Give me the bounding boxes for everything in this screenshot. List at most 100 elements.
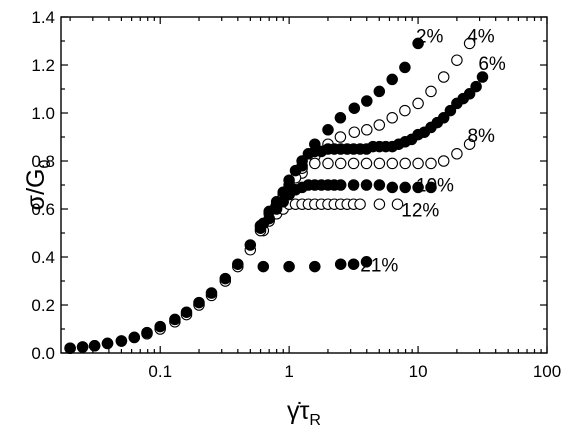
data-point: [476, 71, 489, 83]
data-point: [154, 320, 166, 333]
data-point: [244, 239, 257, 251]
y-tick-label: 0.6: [31, 200, 55, 219]
data-point: [219, 272, 232, 285]
data-point: [347, 157, 360, 170]
data-point: [412, 157, 424, 170]
y-tick-label: 1.4: [31, 8, 55, 27]
data-point: [289, 164, 302, 177]
data-point: [399, 61, 411, 74]
data-point: [254, 222, 267, 234]
x-tick-label: 10: [409, 362, 428, 381]
series-label: 8%: [467, 126, 495, 147]
series-label: 2%: [416, 26, 444, 47]
data-point: [444, 104, 457, 117]
data-point: [373, 85, 386, 98]
data-point: [373, 179, 386, 191]
data-point: [64, 342, 76, 354]
x-axis-title: γ̇τR: [287, 397, 321, 429]
data-point: [451, 148, 463, 160]
data-point: [386, 73, 398, 86]
data-point: [263, 212, 275, 225]
data-point: [348, 126, 361, 138]
data-point: [463, 37, 476, 50]
data-point: [205, 287, 218, 299]
data-point: [283, 260, 295, 273]
data-point: [412, 181, 424, 194]
data-point: [309, 260, 321, 273]
data-point: [180, 306, 193, 318]
data-point: [437, 112, 450, 124]
data-point: [322, 124, 334, 136]
series-label: 12%: [401, 200, 439, 221]
data-point: [101, 337, 114, 350]
axis-ticks: [61, 16, 548, 354]
data-point: [334, 131, 347, 143]
data-point: [373, 119, 386, 131]
axis-tick-labels: 0.1 1 10 100 0.0 0.2 0.4 0.6 0.8 1.0 1.2 1.4: [31, 8, 561, 381]
data-point: [309, 157, 321, 170]
data-point: [470, 80, 482, 93]
y-axis-title: σ/G0: [22, 160, 54, 211]
y-tick-label: 0.4: [31, 248, 55, 267]
data-point: [334, 112, 347, 124]
data-point: [399, 157, 411, 170]
data-point: [232, 258, 244, 270]
y-tick-label: 1.0: [31, 104, 55, 123]
data-point: [399, 104, 411, 117]
data-point: [425, 157, 437, 170]
data-point: [347, 179, 360, 191]
x-tick-label: 1: [284, 362, 293, 381]
data-point: [412, 37, 424, 50]
series-label: 21%: [360, 255, 398, 276]
data-point: [354, 198, 366, 210]
series-label: 10%: [416, 175, 454, 196]
data-point: [373, 198, 386, 210]
data-point: [322, 157, 334, 170]
data-point: [386, 181, 399, 194]
data-point: [283, 174, 295, 186]
data-point: [348, 102, 361, 114]
series-label: 6%: [478, 54, 506, 75]
data-point: [360, 256, 373, 268]
data-markers: [64, 37, 489, 354]
data-point: [412, 97, 424, 110]
data-point: [361, 124, 373, 136]
data-point: [425, 181, 437, 194]
x-tick-label: 0.1: [148, 362, 172, 381]
data-point: [169, 313, 181, 326]
y-tick-label: 0.0: [31, 344, 55, 363]
data-point: [386, 157, 399, 170]
data-point: [399, 181, 411, 194]
data-point: [128, 331, 141, 344]
data-point: [334, 258, 347, 270]
data-point: [334, 179, 347, 191]
data-point: [347, 258, 360, 270]
data-point: [296, 155, 308, 167]
data-point: [88, 340, 101, 352]
data-point: [437, 71, 450, 83]
x-tick-label: 100: [533, 362, 561, 381]
data-point: [386, 112, 398, 124]
series-label: 4%: [467, 26, 495, 47]
data-point: [76, 341, 89, 353]
data-point: [360, 179, 373, 191]
data-point: [451, 54, 463, 66]
data-point: [270, 203, 283, 215]
y-tick-label: 0.8: [31, 152, 55, 171]
data-point: [425, 85, 437, 98]
y-tick-label: 0.2: [31, 296, 55, 315]
y-tick-label: 1.2: [31, 56, 55, 75]
data-point: [257, 260, 270, 273]
data-point: [373, 157, 386, 170]
data-point: [437, 155, 450, 167]
data-point: [360, 157, 373, 170]
data-point: [141, 326, 153, 339]
data-point: [463, 88, 476, 100]
data-point: [115, 335, 128, 347]
data-point: [334, 157, 347, 170]
data-point: [361, 95, 373, 107]
series-labels: 2% 4% 6% 8% 10% 12% 21%: [360, 26, 506, 276]
data-point: [463, 138, 476, 150]
data-point: [391, 198, 404, 210]
